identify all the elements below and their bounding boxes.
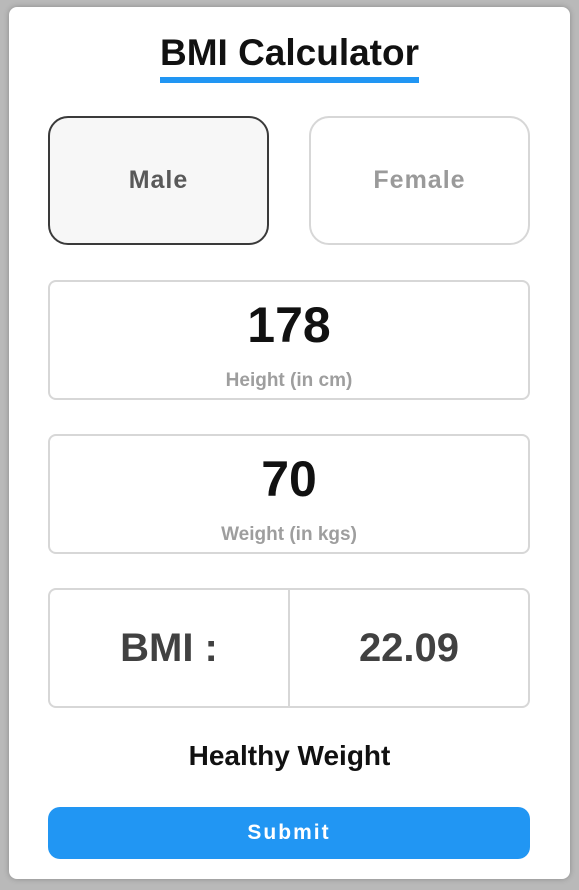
bmi-status: Healthy Weight: [188, 740, 391, 771]
bmi-divider: [288, 590, 290, 706]
female-button[interactable]: Female: [309, 116, 530, 245]
page-title: BMI Calculator: [159, 33, 420, 83]
height-input[interactable]: [50, 298, 528, 352]
weight-label: Weight (in kgs): [221, 524, 357, 545]
submit-button[interactable]: Submit: [48, 807, 530, 859]
title-wrap: BMI Calculator: [9, 33, 570, 83]
bmi-label: BMI :: [120, 625, 218, 670]
height-box: Height (in cm): [48, 280, 530, 400]
weight-input[interactable]: [50, 452, 528, 506]
weight-box: Weight (in kgs): [48, 434, 530, 554]
male-button[interactable]: Male: [48, 116, 269, 245]
bmi-result-box: BMI : 22.09: [48, 588, 530, 708]
bmi-calculator-card: BMI Calculator Male Female Height (in cm…: [9, 7, 570, 879]
height-label: Height (in cm): [225, 370, 353, 391]
bmi-value: 22.09: [358, 625, 460, 670]
